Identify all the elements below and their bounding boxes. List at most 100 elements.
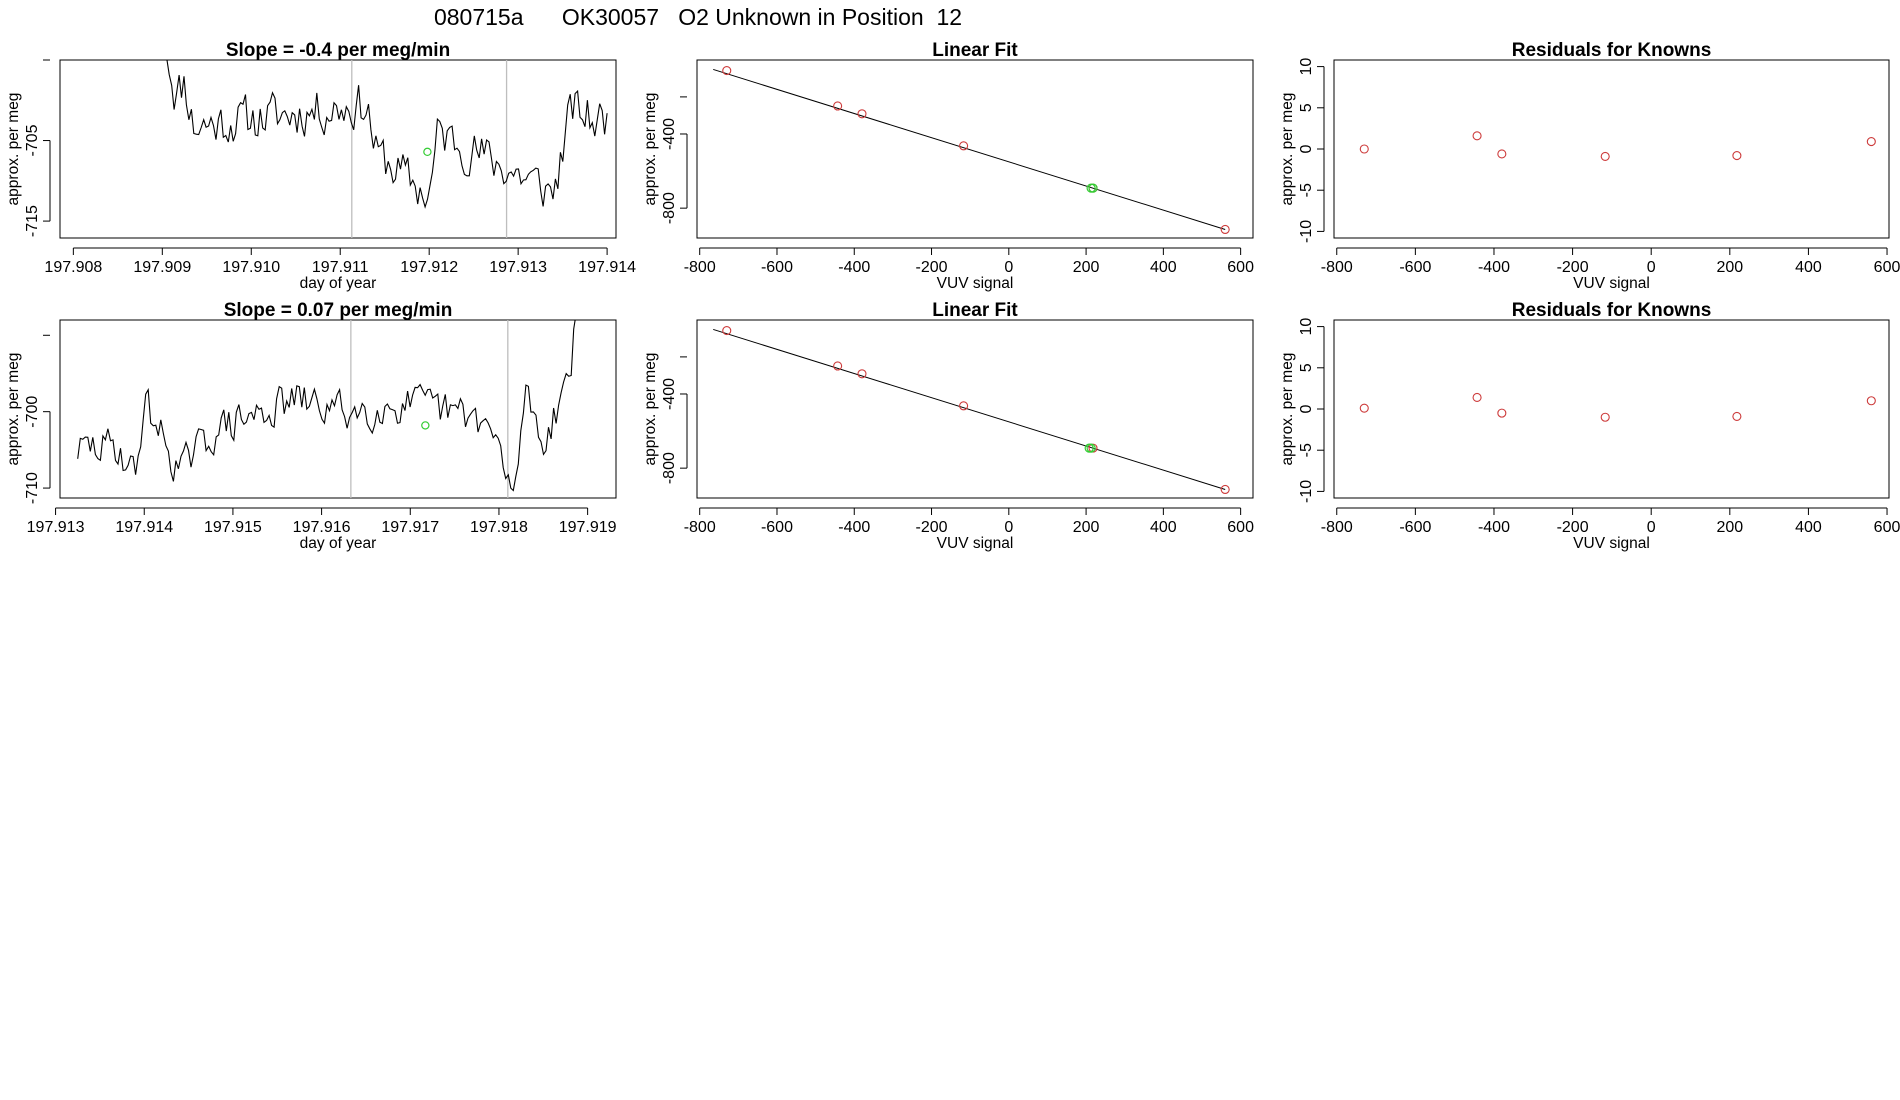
x-tick-label: -400 [1478,519,1510,536]
known-point [857,109,867,119]
y-tick-label: 0 [1298,404,1315,413]
series-line [166,60,608,209]
x-axis-label: VUV signal [1573,275,1650,292]
known-point [1600,412,1610,422]
chart-title: Residuals for Knowns [1512,40,1712,61]
plot-area [77,320,576,498]
x-tick-label: 197.914 [578,259,636,276]
x-tick-label: -600 [761,519,793,536]
plot-frame [59,59,617,239]
x-tick-label: 197.912 [400,259,458,276]
x-tick-label: 197.918 [470,519,528,536]
y-axis-label: approx. per meg [1279,93,1296,206]
panel-res2: Residuals for Knowns -800 -600 -400 -200 0 200… [1279,300,1900,552]
chart-title: Linear Fit [932,300,1018,321]
x-tick-label: 400 [1150,519,1177,536]
panel-ts2: Slope = 0.07 per meg/min 197.913 197.914 19… [5,300,617,552]
page-title: 080715a OK30057 O2 Unknown in Position 1… [434,4,962,30]
y-tick-label: 5 [1298,103,1315,112]
x-tick-label: 200 [1073,519,1100,536]
known-point [1220,484,1230,495]
y-axis-label: approx. per meg [642,93,659,206]
x-tick-label: -200 [1557,259,1589,276]
y-tick-label: -10 [1298,480,1315,503]
x-tick-label: -400 [1478,259,1510,276]
y-tick-label: -700 [24,396,41,428]
fit-line [713,68,1226,230]
known-point [959,141,969,151]
x-tick-label: 400 [1150,259,1177,276]
y-tick-label: 5 [1298,363,1315,372]
y-axis-label: approx. per meg [5,353,22,466]
x-tick-label: 0 [1004,519,1013,536]
y-axis-label: approx. per meg [1279,353,1296,466]
known-point [959,401,969,411]
series-line [77,320,576,492]
known-point [833,101,843,111]
plot-frame [59,319,617,499]
x-tick-label: 600 [1227,519,1254,536]
y-axis-label: approx. per meg [5,93,22,206]
x-axis-label: day of year [300,535,377,552]
y-tick-label: -800 [661,192,678,224]
plot-area [713,66,1230,235]
known-point [1600,151,1610,161]
unknown-point [1088,183,1098,193]
x-tick-label: 0 [1004,259,1013,276]
plot-frame [1333,59,1890,239]
unknown-point [1086,443,1096,453]
x-tick-label: -600 [761,259,793,276]
x-tick-label: 600 [1874,519,1900,536]
x-tick-label: -400 [838,519,870,536]
panel-fit1: Linear Fit -800 -600 -400 -200 0 200 400 600 VUV … [642,40,1254,292]
x-tick-label: 197.908 [44,259,102,276]
x-tick-label: 400 [1795,259,1822,276]
y-tick-label: -5 [1298,443,1315,457]
x-tick-label: 0 [1647,519,1656,536]
known-point [1866,137,1876,147]
known-point [1732,411,1742,421]
x-tick-label: 197.911 [312,259,369,276]
chart-title: Slope = 0.07 per meg/min [224,300,453,321]
unknown-marker [421,421,430,430]
plot-area [166,60,608,238]
y-axis-label: approx. per meg [642,353,659,466]
y-tick-label: -10 [1298,220,1315,243]
x-tick-label: 197.913 [489,259,547,276]
y-tick-label: 10 [1298,318,1315,336]
known-point [722,66,732,76]
x-tick-label: -200 [916,259,948,276]
chart-title: Slope = -0.4 per meg/min [226,40,450,61]
known-point [1220,224,1230,235]
panel-fit2: Linear Fit -800 -600 -400 -200 0 200 400 600 VUV … [642,300,1254,552]
plot-frame [696,319,1254,499]
x-tick-label: -800 [1321,519,1353,536]
known-point [722,326,732,336]
plot-frame [1333,319,1890,499]
known-point [857,369,867,379]
x-tick-label: 600 [1874,259,1900,276]
plot-area [1359,131,1876,161]
x-tick-label: 600 [1227,259,1254,276]
x-tick-label: -800 [684,259,716,276]
known-point [1359,144,1369,154]
x-axis-label: VUV signal [937,275,1014,292]
x-tick-label: -800 [684,519,716,536]
x-tick-label: 200 [1716,519,1743,536]
known-point [1866,396,1876,406]
x-axis-label: VUV signal [1573,535,1650,552]
known-point [833,361,843,371]
chart-title: Linear Fit [932,40,1018,61]
x-axis-label: day of year [300,275,377,292]
x-tick-label: 197.917 [381,519,439,536]
known-point [1497,149,1507,159]
x-tick-label: 400 [1795,519,1822,536]
y-tick-label: 0 [1298,144,1315,153]
x-tick-label: -600 [1399,519,1431,536]
plot-frame [696,59,1254,239]
panel-res1: Residuals for Knowns -800 -600 -400 -200 0 200… [1279,40,1900,292]
known-point [1472,131,1482,141]
plot-area [1359,392,1876,422]
